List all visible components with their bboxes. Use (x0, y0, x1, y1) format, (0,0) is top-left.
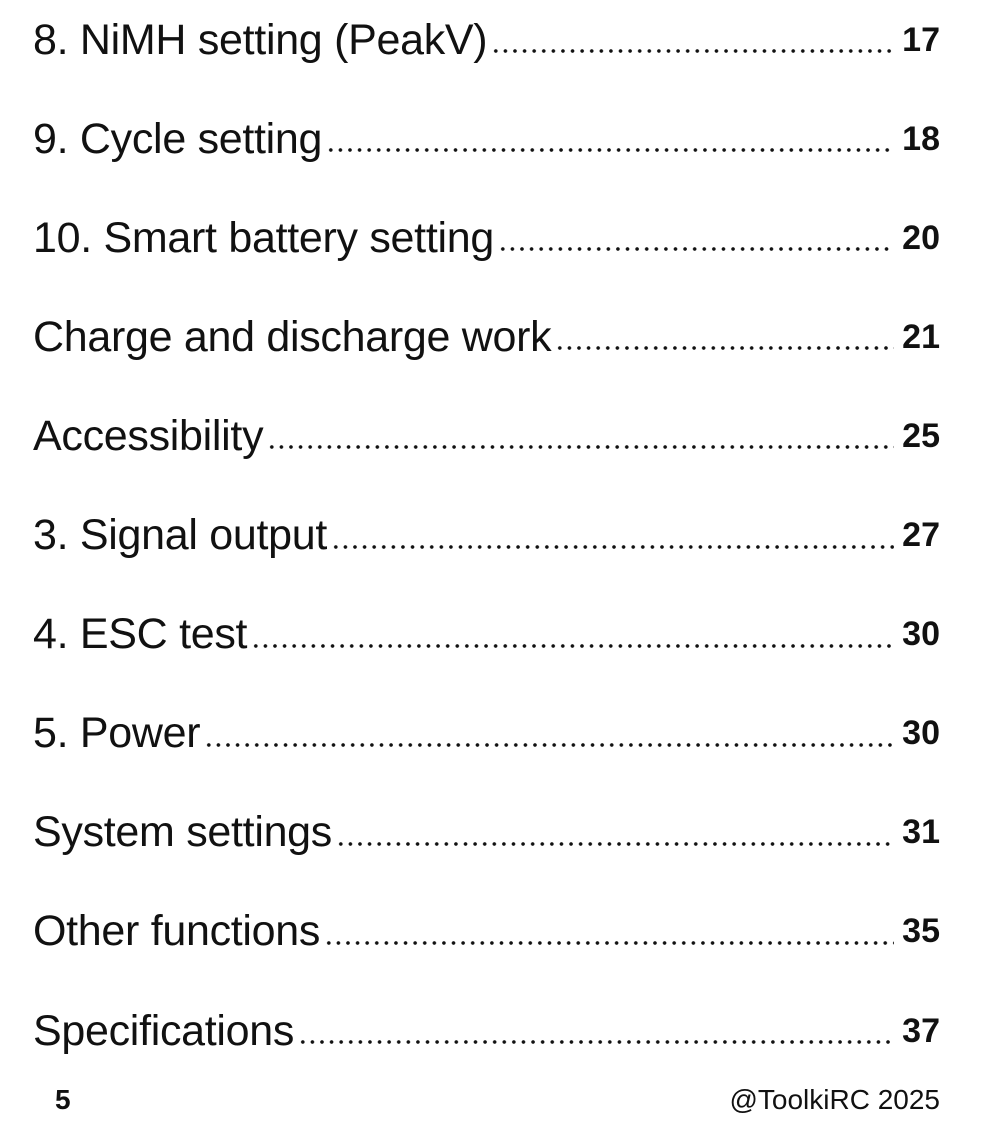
entry-page: 31 (902, 813, 940, 852)
entry-page: 25 (902, 416, 940, 455)
entry-page: 18 (902, 119, 940, 158)
toc-entry: Specifications 37 (33, 1001, 940, 1061)
dot-leader (555, 345, 895, 352)
entry-page: 35 (902, 912, 940, 951)
copyright: @ToolkiRC 2025 (729, 1084, 940, 1115)
toc-entry: 4. ESC test 30 (33, 605, 940, 665)
entry-title: System settings (33, 808, 332, 857)
dot-leader (298, 1039, 895, 1045)
entry-page: 30 (902, 615, 940, 654)
dot-leader (251, 642, 895, 649)
toc-entry: Other functions 35 (33, 902, 940, 962)
dot-leader (491, 48, 895, 54)
page-number: 5 (55, 1084, 71, 1115)
entry-page: 37 (902, 1011, 940, 1050)
entry-title: 9. Cycle setting (33, 114, 323, 163)
entry-page: 17 (902, 20, 940, 59)
toc-entry: System settings 31 (33, 803, 940, 863)
entry-title: 8. NiMH setting (PeakV) (33, 15, 488, 64)
toc-entry: 8. NiMH setting (PeakV) 17 (33, 10, 940, 70)
entry-page: 20 (902, 218, 940, 257)
entry-page: 27 (902, 516, 940, 554)
entry-title: 10. Smart battery setting (33, 213, 494, 262)
toc-entry: 9. Cycle setting 18 (33, 109, 940, 169)
entry-title: 5. Power (33, 709, 201, 758)
dot-leader (497, 246, 895, 253)
toc-entry: 3. Signal output 27 (33, 506, 940, 566)
dot-leader (336, 840, 895, 847)
entry-title: Accessibility (33, 411, 264, 460)
entry-title: 4. ESC test (33, 610, 248, 659)
entry-title: Other functions (33, 907, 321, 956)
entry-page: 30 (902, 714, 940, 753)
toc-entry: 5. Power 30 (33, 704, 940, 764)
toc-entry: Charge and discharge work 21 (33, 307, 940, 367)
entry-title: Specifications (33, 1006, 295, 1055)
dot-leader (267, 444, 895, 451)
entry-page: 21 (902, 317, 940, 356)
entry-title: Charge and discharge work (33, 312, 552, 361)
dot-leader (331, 543, 895, 550)
toc-entry: Accessibility 25 (33, 406, 940, 466)
dot-leader (324, 939, 895, 946)
toc-entry: 10. Smart battery setting 20 (33, 208, 940, 268)
dot-leader (326, 147, 895, 154)
dot-leader (204, 741, 895, 748)
entry-title: 3. Signal output (33, 511, 328, 559)
